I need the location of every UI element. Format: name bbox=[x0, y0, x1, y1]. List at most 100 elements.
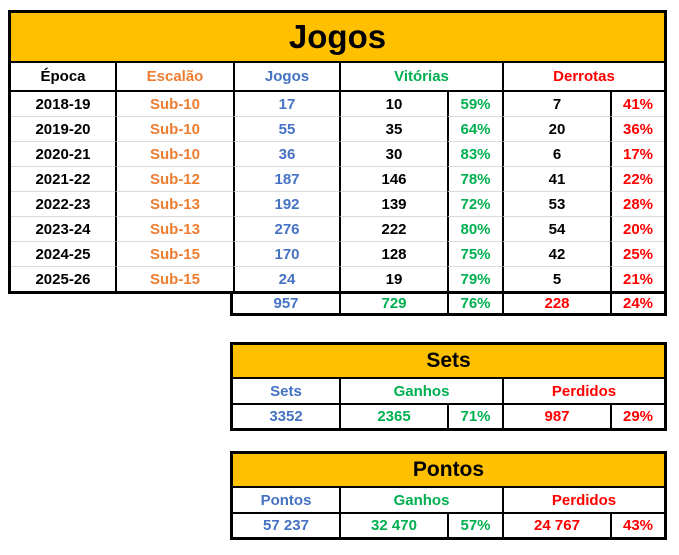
jogos-totals-row: 957 729 76% 228 24% bbox=[230, 294, 667, 316]
cell-derrotas-pct: 28% bbox=[610, 192, 664, 217]
cell-jogos: 276 bbox=[233, 217, 339, 242]
sets-header-perdidos: Perdidos bbox=[502, 379, 664, 403]
cell-jogos: 192 bbox=[233, 192, 339, 217]
cell-vitorias-pct: 83% bbox=[447, 142, 502, 167]
jogos-table-body: 2018-19 Sub-10 17 10 59% 7 41% 2019-20 S… bbox=[11, 92, 664, 291]
cell-derrotas-pct: 20% bbox=[610, 217, 664, 242]
cell-derrotas: 20 bbox=[502, 117, 610, 142]
sets-perdidos-pct: 29% bbox=[610, 405, 664, 428]
cell-escalao: Sub-15 bbox=[115, 267, 233, 291]
cell-derrotas: 6 bbox=[502, 142, 610, 167]
table-row: 2018-19 Sub-10 17 10 59% 7 41% bbox=[11, 92, 664, 117]
cell-derrotas-pct: 36% bbox=[610, 117, 664, 142]
jogos-table-title: Jogos bbox=[11, 13, 664, 63]
cell-derrotas-pct: 25% bbox=[610, 242, 664, 267]
pontos-ganhos: 32 470 bbox=[339, 514, 447, 537]
cell-escalao: Sub-12 bbox=[115, 167, 233, 192]
header-escalao: Escalão bbox=[115, 63, 233, 90]
table-row: 2021-22 Sub-12 187 146 78% 41 22% bbox=[11, 167, 664, 192]
sets-perdidos: 987 bbox=[502, 405, 610, 428]
cell-derrotas: 41 bbox=[502, 167, 610, 192]
sets-table: Sets Sets Ganhos Perdidos 3352 2365 71% … bbox=[230, 342, 667, 431]
table-row: 2019-20 Sub-10 55 35 64% 20 36% bbox=[11, 117, 664, 142]
table-row: 2022-23 Sub-13 192 139 72% 53 28% bbox=[11, 192, 664, 217]
cell-escalao: Sub-13 bbox=[115, 217, 233, 242]
cell-derrotas: 54 bbox=[502, 217, 610, 242]
cell-derrotas: 42 bbox=[502, 242, 610, 267]
total-derrotas-pct: 24% bbox=[610, 294, 664, 313]
pontos-perdidos-pct: 43% bbox=[610, 514, 664, 537]
cell-vitorias-pct: 78% bbox=[447, 167, 502, 192]
cell-vitorias: 139 bbox=[339, 192, 447, 217]
pontos-data-row: 57 237 32 470 57% 24 767 43% bbox=[233, 514, 664, 537]
cell-jogos: 24 bbox=[233, 267, 339, 291]
header-jogos: Jogos bbox=[233, 63, 339, 90]
pontos-header-row: Pontos Ganhos Perdidos bbox=[233, 488, 664, 514]
cell-escalao: Sub-10 bbox=[115, 117, 233, 142]
cell-epoca: 2018-19 bbox=[11, 92, 115, 117]
cell-derrotas: 7 bbox=[502, 92, 610, 117]
cell-jogos: 36 bbox=[233, 142, 339, 167]
cell-vitorias-pct: 80% bbox=[447, 217, 502, 242]
cell-jogos: 55 bbox=[233, 117, 339, 142]
cell-vitorias: 35 bbox=[339, 117, 447, 142]
cell-derrotas-pct: 21% bbox=[610, 267, 664, 291]
cell-jogos: 17 bbox=[233, 92, 339, 117]
header-derrotas: Derrotas bbox=[502, 63, 664, 90]
sets-value: 3352 bbox=[269, 408, 303, 425]
pontos-table: Pontos Pontos Ganhos Perdidos 57 237 32 … bbox=[230, 451, 667, 540]
total-vitorias: 729 bbox=[339, 294, 447, 313]
total-jogos: 957 bbox=[273, 295, 299, 312]
sets-table-title: Sets bbox=[233, 345, 664, 379]
sets-header-ganhos: Ganhos bbox=[339, 379, 502, 403]
cell-derrotas-pct: 41% bbox=[610, 92, 664, 117]
table-row: 2025-26 Sub-15 24 19 79% 5 21% bbox=[11, 267, 664, 291]
cell-escalao: Sub-13 bbox=[115, 192, 233, 217]
cell-escalao: Sub-10 bbox=[115, 92, 233, 117]
header-epoca: Época bbox=[40, 68, 86, 85]
cell-vitorias: 30 bbox=[339, 142, 447, 167]
cell-epoca: 2025-26 bbox=[35, 270, 91, 288]
jogos-table-header-row: Época Escalão Jogos Vitórias Derrotas bbox=[11, 63, 664, 92]
cell-vitorias: 10 bbox=[339, 92, 447, 117]
sets-ganhos: 2365 bbox=[339, 405, 447, 428]
sets-data-row: 3352 2365 71% 987 29% bbox=[233, 405, 664, 428]
cell-vitorias-pct: 79% bbox=[447, 267, 502, 291]
cell-epoca: 2024-25 bbox=[11, 242, 115, 267]
sets-header-row: Sets Ganhos Perdidos bbox=[233, 379, 664, 405]
cell-jogos: 187 bbox=[233, 167, 339, 192]
pontos-value: 57 237 bbox=[263, 517, 309, 534]
cell-derrotas: 53 bbox=[502, 192, 610, 217]
total-vitorias-pct: 76% bbox=[447, 294, 502, 313]
cell-vitorias-pct: 72% bbox=[447, 192, 502, 217]
cell-vitorias: 19 bbox=[339, 267, 447, 291]
pontos-header-perdidos: Perdidos bbox=[502, 488, 664, 512]
cell-vitorias-pct: 59% bbox=[447, 92, 502, 117]
cell-vitorias: 222 bbox=[339, 217, 447, 242]
cell-escalao: Sub-10 bbox=[115, 142, 233, 167]
jogos-table: Jogos Época Escalão Jogos Vitórias Derro… bbox=[8, 10, 667, 294]
sets-header-sets: Sets bbox=[270, 382, 302, 400]
cell-epoca: 2021-22 bbox=[11, 167, 115, 192]
cell-epoca: 2020-21 bbox=[11, 142, 115, 167]
pontos-ganhos-pct: 57% bbox=[447, 514, 502, 537]
cell-escalao: Sub-15 bbox=[115, 242, 233, 267]
cell-epoca: 2022-23 bbox=[11, 192, 115, 217]
table-row: 2024-25 Sub-15 170 128 75% 42 25% bbox=[11, 242, 664, 267]
pontos-perdidos: 24 767 bbox=[502, 514, 610, 537]
cell-derrotas-pct: 17% bbox=[610, 142, 664, 167]
cell-vitorias: 146 bbox=[339, 167, 447, 192]
cell-vitorias: 128 bbox=[339, 242, 447, 267]
sets-ganhos-pct: 71% bbox=[447, 405, 502, 428]
cell-derrotas-pct: 22% bbox=[610, 167, 664, 192]
cell-vitorias-pct: 64% bbox=[447, 117, 502, 142]
cell-jogos: 170 bbox=[233, 242, 339, 267]
cell-epoca: 2023-24 bbox=[11, 217, 115, 242]
total-derrotas: 228 bbox=[502, 294, 610, 313]
pontos-header-pontos: Pontos bbox=[260, 491, 312, 509]
cell-epoca: 2019-20 bbox=[11, 117, 115, 142]
header-vitorias: Vitórias bbox=[339, 63, 502, 90]
cell-derrotas: 5 bbox=[502, 267, 610, 291]
table-row: 2020-21 Sub-10 36 30 83% 6 17% bbox=[11, 142, 664, 167]
cell-vitorias-pct: 75% bbox=[447, 242, 502, 267]
